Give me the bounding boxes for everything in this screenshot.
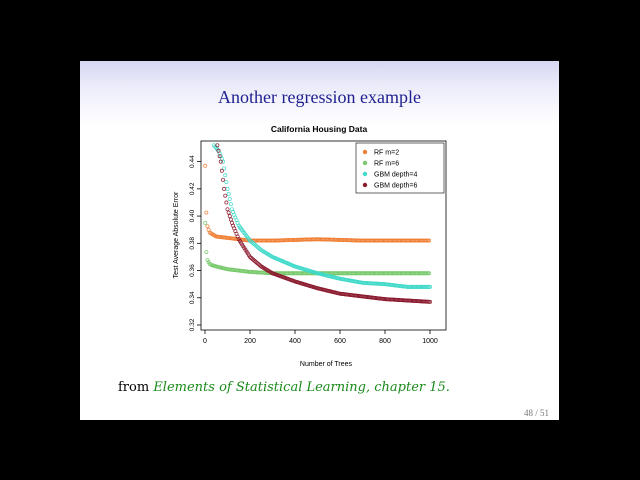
data-point [257, 246, 261, 251]
data-point [249, 255, 254, 260]
data-point [217, 154, 222, 159]
data-point [249, 239, 254, 244]
data-point [251, 241, 256, 246]
data-point [223, 193, 228, 198]
legend-swatch [362, 171, 368, 177]
data-point [203, 163, 208, 168]
x-tick-label: 600 [334, 338, 346, 345]
data-point [222, 166, 227, 171]
data-point [427, 238, 432, 243]
data-point [222, 186, 227, 191]
x-tick-label: 400 [289, 338, 301, 345]
data-point [228, 217, 233, 222]
data-point [224, 200, 229, 205]
data-point [221, 177, 225, 182]
data-point [221, 159, 225, 164]
y-tick-label: 0.42 [189, 182, 196, 195]
data-point [203, 220, 208, 225]
data-point [223, 173, 228, 178]
data-point [227, 214, 232, 219]
x-axis-label: Number of Trees [300, 361, 353, 368]
data-point [225, 207, 230, 212]
axes: 0 200 400 600 800 1000 0.32 0.34 0.36 0.38 0.40 0.4… [189, 155, 438, 345]
page-number: 48 / 51 [523, 408, 549, 418]
series-3 [212, 143, 432, 289]
data-point [227, 197, 232, 202]
data-point [205, 224, 210, 229]
legend-swatch [362, 160, 368, 166]
data-point [205, 258, 210, 263]
data-point [428, 284, 432, 289]
legend-label: GBM depth=6 [374, 183, 417, 190]
series-4 [215, 143, 432, 304]
legend-label: RF m=6 [374, 161, 399, 168]
y-tick-label: 0.40 [189, 209, 196, 222]
plot-frame [200, 140, 447, 331]
data-point [427, 271, 432, 276]
x-tick-label: 1000 [422, 338, 438, 345]
data-point [251, 257, 256, 262]
data-point [255, 245, 260, 250]
y-tick-label: 0.34 [189, 291, 196, 304]
data-point [253, 243, 258, 248]
legend: RF m=2 RF m=6 GBM depth=4 GBM depth=6 [355, 142, 445, 194]
data-point [250, 240, 255, 245]
data-point [226, 210, 231, 215]
data-marks [203, 143, 432, 304]
y-tick-label: 0.38 [189, 237, 196, 250]
data-point [248, 238, 252, 243]
data-point [218, 159, 223, 164]
y-tick-label: 0.32 [189, 318, 196, 331]
data-point [224, 180, 229, 184]
data-point [424, 271, 429, 276]
data-point [253, 259, 258, 264]
x-tick-label: 0 [203, 338, 207, 345]
slide-title-band [80, 61, 559, 125]
series-1 [203, 163, 432, 243]
data-point [228, 202, 233, 207]
caption-prefix: from [118, 380, 154, 395]
caption: from Elements of Statistical Learning, c… [118, 380, 450, 395]
data-point [428, 299, 432, 304]
legend-swatch [362, 182, 368, 188]
data-point [226, 192, 231, 196]
data-point [215, 143, 220, 148]
chart: California Housing Data 0 200 400 600 800 100… [173, 124, 447, 368]
data-point [204, 250, 209, 254]
y-tick-label: 0.36 [189, 264, 196, 277]
chart-title: California Housing Data [271, 124, 368, 134]
series-2 [203, 220, 432, 276]
legend-label: RF m=2 [374, 150, 399, 157]
y-axis-label: Test Average Absolute Error [173, 191, 180, 278]
legend-label: GBM depth=4 [374, 172, 417, 179]
data-point [252, 258, 257, 263]
data-point [250, 256, 255, 261]
data-point [426, 238, 430, 243]
data-point [425, 284, 430, 289]
data-point [219, 168, 224, 173]
data-point [255, 261, 260, 266]
data-point [216, 148, 221, 153]
slide-title: Another regression example [218, 87, 421, 107]
x-tick-label: 800 [379, 338, 391, 345]
data-point [257, 262, 261, 267]
data-point [254, 260, 259, 265]
x-tick-label: 200 [244, 338, 256, 345]
y-tick-label: 0.44 [189, 155, 196, 168]
data-point [225, 186, 230, 191]
data-point [252, 242, 257, 247]
data-point [248, 254, 252, 259]
data-point [254, 244, 259, 249]
data-point [426, 271, 430, 276]
data-point [204, 210, 209, 215]
slide: Another regression example California Ho… [80, 61, 559, 420]
caption-reference: Elements of Statistical Learning, chapte… [153, 380, 450, 395]
legend-box [355, 142, 445, 194]
data-point [424, 238, 429, 243]
data-point [426, 284, 431, 289]
legend-swatch [362, 149, 368, 155]
